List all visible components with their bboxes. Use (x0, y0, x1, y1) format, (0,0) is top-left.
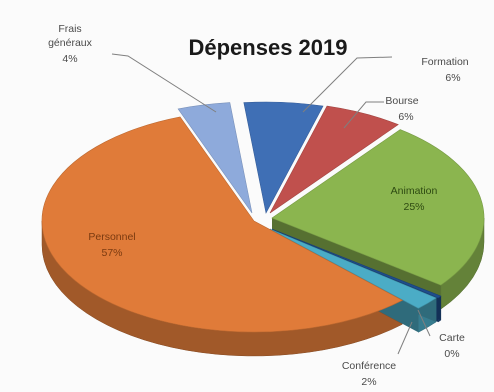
label-name-carte: Carte (439, 332, 465, 344)
label-name-frais-g-n-raux: généraux (48, 37, 93, 49)
label-pct-bourse: 6% (398, 111, 413, 123)
slice-formation (243, 101, 324, 214)
label-name-bourse: Bourse (385, 95, 418, 107)
slice-animation (271, 129, 485, 286)
slice-personnel (41, 116, 403, 333)
slice-frais-g-n-raux (177, 102, 253, 214)
slice-labels: Formation 6% Bourse 6% Animation 25% Carte 0% Co… (48, 23, 469, 388)
label-name-frais-g-n-raux: Frais (58, 23, 81, 35)
pie-tops (41, 101, 485, 333)
leader-line-conf-rence (397, 321, 413, 355)
label-pct-carte: 0% (444, 348, 459, 360)
label-pct-formation: 6% (445, 72, 460, 84)
label-name-personnel: Personnel (88, 231, 135, 243)
leader-line-formation (302, 56, 393, 113)
chart-title: Dépenses 2019 (189, 35, 348, 60)
slice-carte (271, 228, 442, 299)
leader-lines (111, 53, 431, 355)
leader-line-frais-g-n-raux (111, 53, 217, 113)
label-name-conf-rence: Conférence (342, 360, 396, 372)
label-pct-frais-g-n-raux: 4% (62, 53, 77, 65)
leader-line-carte (417, 309, 431, 337)
label-pct-conf-rence: 2% (361, 376, 376, 388)
label-pct-animation: 25% (403, 201, 424, 213)
slice-bourse (269, 105, 399, 214)
label-name-animation: Animation (391, 185, 438, 197)
label-pct-personnel: 57% (101, 247, 122, 259)
label-name-formation: Formation (421, 56, 468, 68)
slice-conf-rence (269, 228, 437, 309)
leader-line-bourse (343, 101, 384, 129)
